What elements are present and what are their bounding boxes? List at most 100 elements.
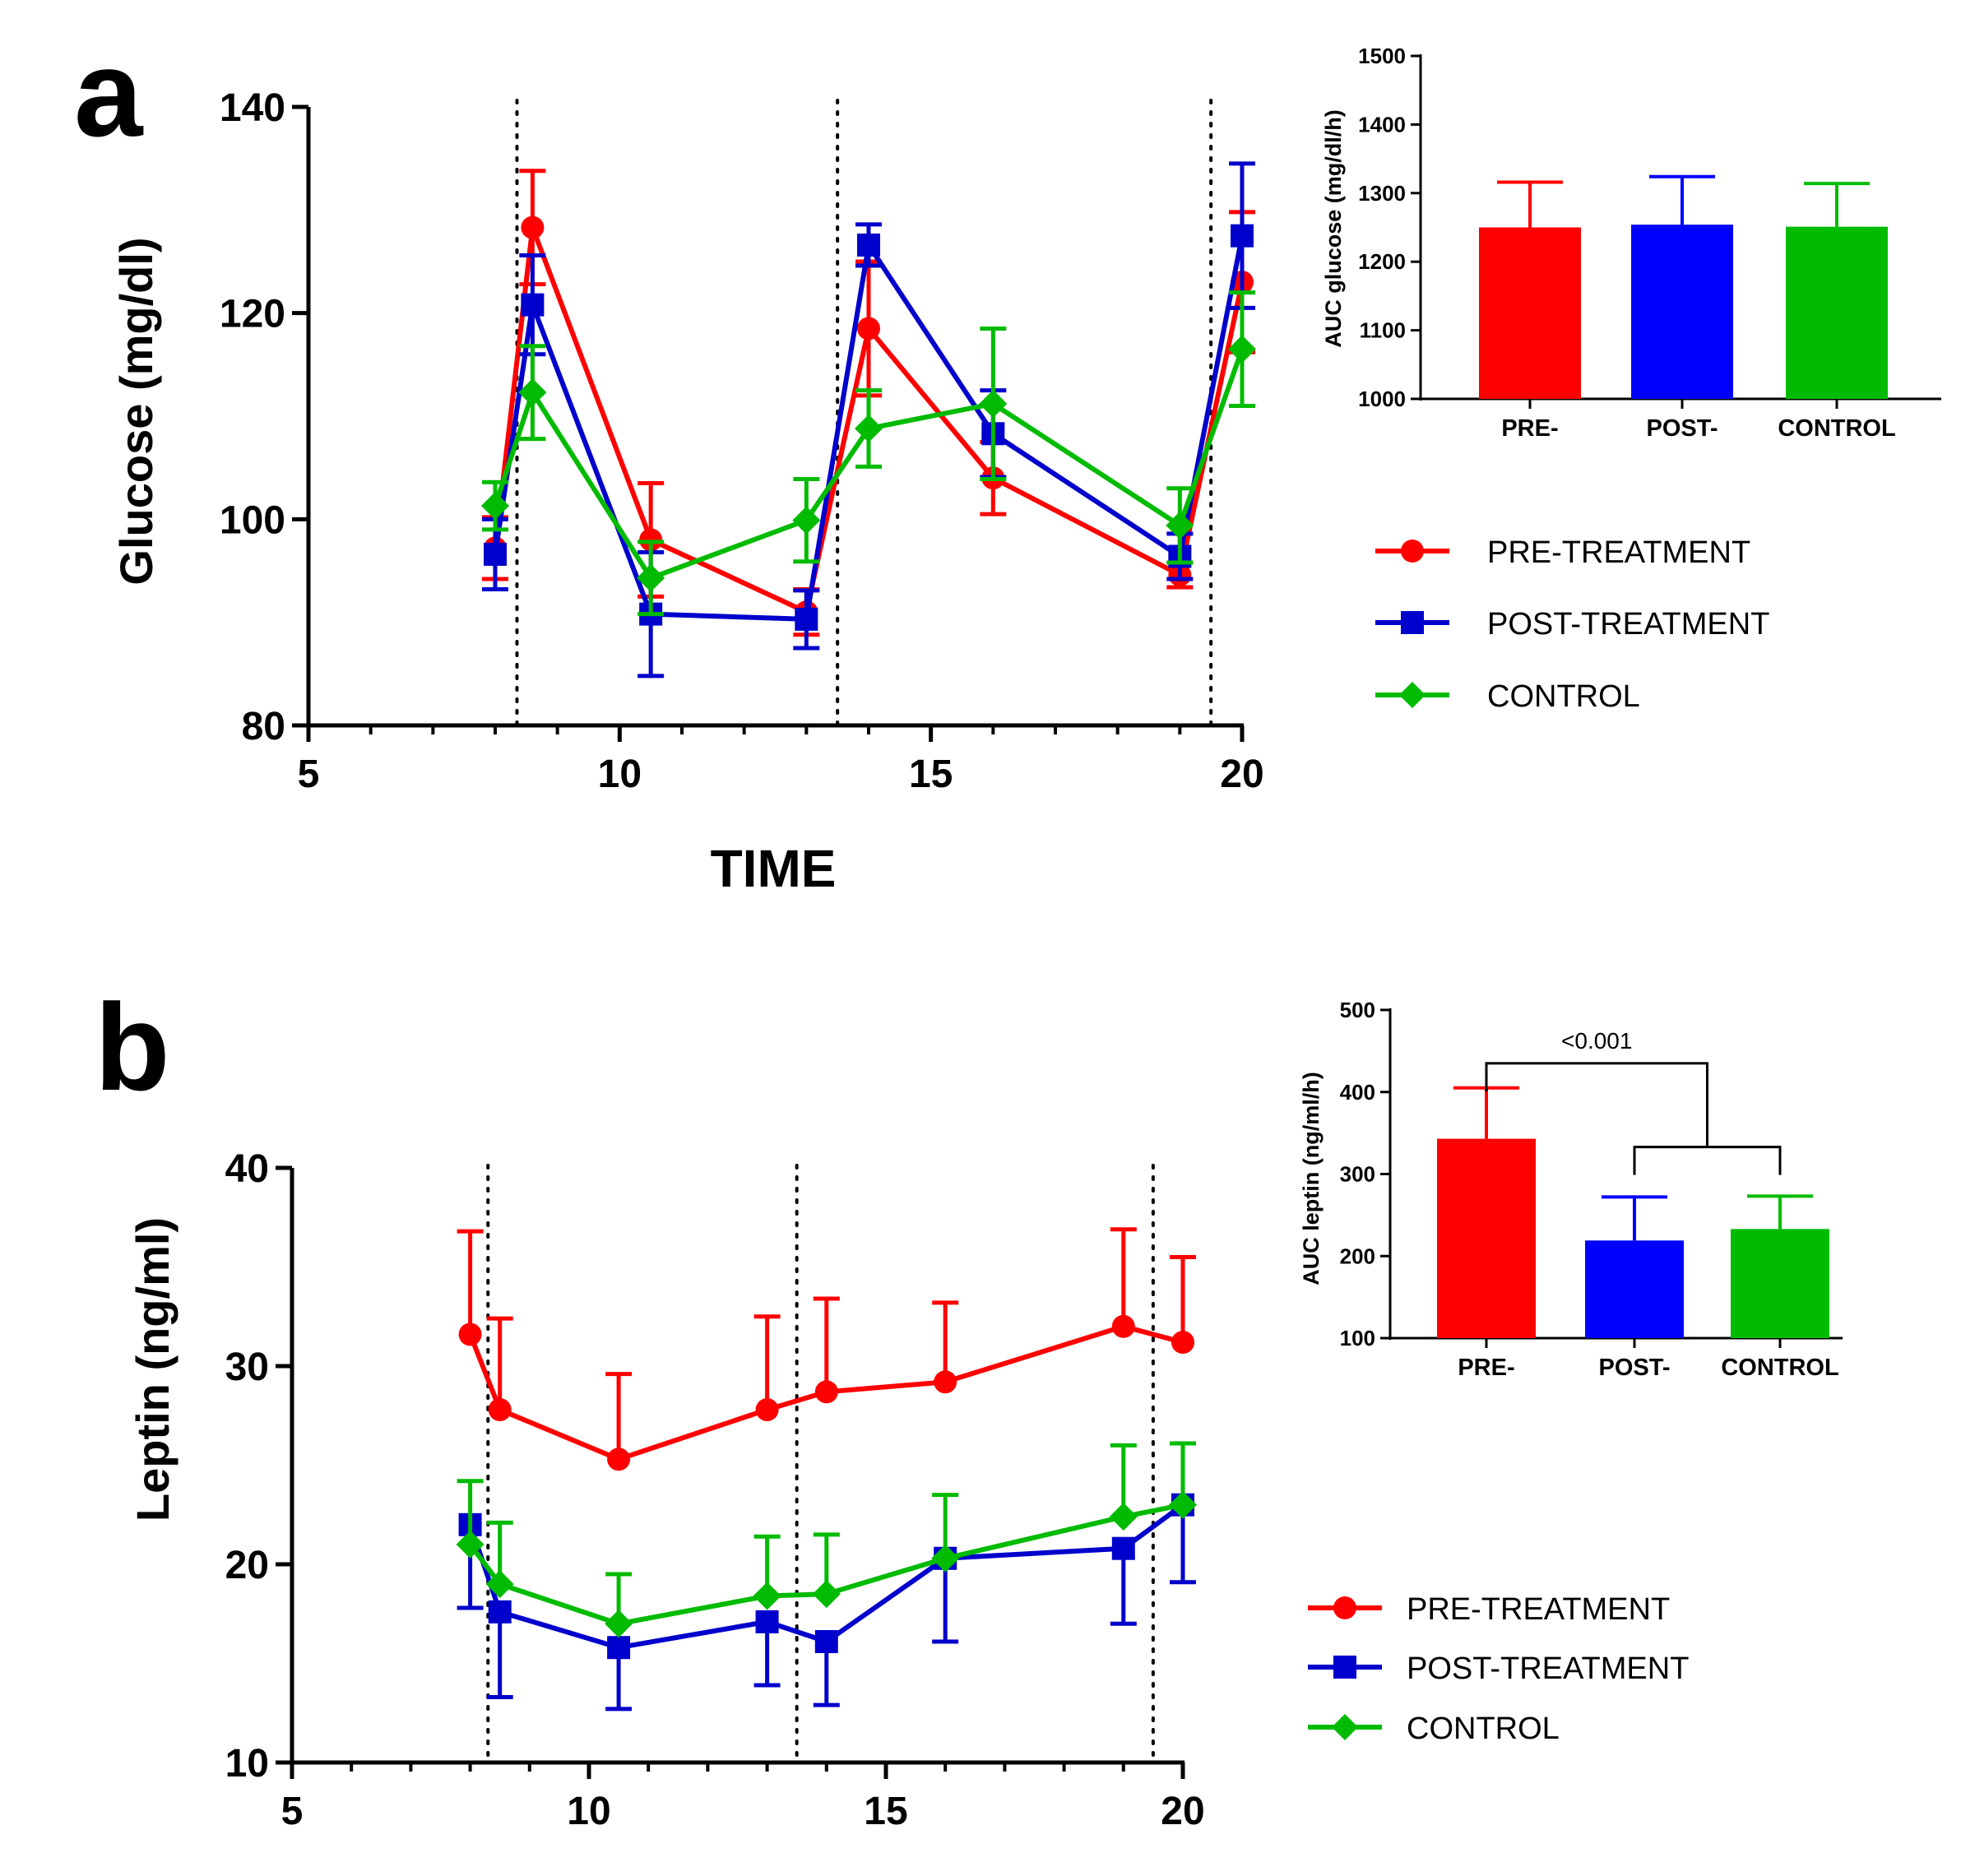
leptin-auc-significance-bracket: <0.001 [1485,1028,1782,1175]
leptin-legend: PRE-TREATMENT POST-TREATMENT CONTROL [1308,1592,1689,1746]
leptin-x-tick-label: 10 [567,1790,610,1833]
leptin-auc-y-tick-label: 100 [1340,1326,1375,1350]
leptin-line-pre-treatment [467,1323,1184,1462]
glucose-point-control [481,492,509,521]
leptin-y-tick-label: 20 [225,1544,269,1587]
leptin-line-chart: Leptin (ng/ml) 10 20 30 40 5 10 15 20 [127,1147,1205,1833]
leptin-point-control [1109,1503,1138,1531]
legend-post-label: POST-TREATMENT [1407,1651,1689,1686]
glucose-auc-bar-post [1631,225,1733,399]
leptin-series-post-treatment [457,1493,1196,1712]
leptin-point-control [605,1610,633,1638]
panel-label-a: a [74,24,144,162]
leptin-point-pre-treatment [607,1448,631,1471]
glucose-point-post-treatment [857,233,880,257]
glucose-auc-bar-control [1786,226,1888,399]
legend-pre-label: PRE-TREATMENT [1487,535,1750,570]
leptin-auc-y-tick-label: 300 [1340,1162,1375,1187]
legend-pre-marker [1401,540,1424,563]
glucose-point-pre-treatment [857,317,880,340]
glucose-y-tick-label: 120 [220,293,285,336]
glucose-point-pre-treatment [639,528,663,552]
glucose-auc-y-axis-label: AUC glucose (mg/dl/h) [1321,109,1346,348]
leptin-series-pre-treatment [457,1227,1196,1471]
legend-post-marker [1333,1656,1356,1679]
glucose-point-post-treatment [521,293,545,317]
leptin-point-pre-treatment [1171,1331,1194,1355]
glucose-auc-category-label: CONTROL [1778,415,1895,442]
glucose-auc-category-label: POST- [1646,415,1718,442]
glucose-y-tick-label: 100 [220,498,285,542]
leptin-auc-inner-bracket [1633,1146,1782,1175]
glucose-x-tick-label: 15 [909,753,953,796]
glucose-auc-bar-chart: AUC glucose (mg/dl/h) 1000 1100 1200 1300 14… [1321,44,1941,442]
glucose-point-post-treatment [484,542,507,566]
leptin-point-pre-treatment [814,1380,838,1404]
leptin-auc-p-value-label: <0.001 [1561,1028,1632,1054]
leptin-auc-category-label: POST- [1598,1355,1670,1381]
glucose-point-post-treatment [1231,224,1254,248]
leptin-auc-y-axis-label: AUC leptin (ng/ml/h) [1299,1072,1324,1285]
leptin-auc-bar-post [1585,1240,1684,1338]
leptin-point-control [931,1544,960,1573]
leptin-y-tick-label: 40 [225,1147,269,1191]
leptin-y-tick-label: 10 [225,1742,269,1786]
glucose-y-axis-label: Glucose (mg/dl) [110,237,162,585]
glucose-point-post-treatment [795,607,818,631]
leptin-point-post-treatment [814,1629,838,1653]
glucose-auc-y-tick-label: 1400 [1358,112,1406,137]
glucose-point-control [979,389,1008,418]
leptin-point-control [1169,1490,1197,1519]
glucose-point-control [1228,335,1256,364]
leptin-auc-bar-chart: AUC leptin (ng/ml/h) 100 200 300 400 500 PRE-… [1299,998,1843,1381]
leptin-auc-y-tick-label: 500 [1340,998,1375,1022]
leptin-auc-y-tick-label: 400 [1340,1080,1375,1105]
leptin-point-post-treatment [488,1600,512,1624]
glucose-legend: PRE-TREATMENT POST-TREATMENT CONTROL [1375,535,1769,714]
leptin-line-post-treatment [467,1503,1184,1651]
glucose-auc-bar-pre [1479,227,1581,399]
leptin-x-tick-label: 15 [864,1790,907,1833]
leptin-x-tick-label: 5 [281,1790,304,1833]
leptin-x-tick-label: 20 [1161,1790,1204,1833]
leptin-point-pre-treatment [934,1370,957,1394]
legend-control-marker [1332,1714,1358,1740]
legend-pre-marker [1333,1596,1356,1619]
glucose-point-control [855,415,883,443]
glucose-auc-y-tick-label: 1300 [1358,181,1406,206]
legend-control-label: CONTROL [1487,679,1640,714]
glucose-line-chart: Glucose (mg/dl) TIME 80 100 120 140 5 10 15 20 [110,86,1264,898]
leptin-point-pre-treatment [1111,1314,1135,1338]
leptin-point-pre-treatment [488,1398,512,1422]
leptin-point-pre-treatment [458,1322,482,1346]
leptin-point-post-treatment [1111,1536,1135,1560]
leptin-auc-outer-bracket [1485,1062,1708,1147]
leptin-point-control [812,1580,841,1609]
glucose-auc-y-tick-label: 1000 [1358,387,1406,411]
panel-label-b: b [95,978,170,1116]
glucose-auc-y-tick-label: 1500 [1358,44,1406,68]
glucose-point-control [792,506,821,535]
leptin-auc-category-label: CONTROL [1721,1355,1838,1381]
glucose-point-control [518,378,547,407]
glucose-series-control [481,290,1256,617]
leptin-point-post-treatment [607,1636,631,1660]
leptin-auc-y-tick-label: 200 [1340,1244,1375,1268]
glucose-auc-category-label: PRE- [1501,415,1558,442]
legend-control-marker [1399,682,1426,708]
glucose-auc-y-tick-label: 1100 [1360,318,1406,343]
glucose-x-tick-label: 5 [298,753,320,796]
glucose-x-tick-label: 20 [1220,753,1263,796]
leptin-point-post-treatment [755,1610,779,1633]
glucose-auc-y-tick-label: 1200 [1358,249,1406,274]
leptin-point-control [456,1530,484,1559]
legend-post-label: POST-TREATMENT [1487,607,1769,642]
leptin-point-pre-treatment [755,1398,779,1422]
leptin-line-control [468,1502,1184,1627]
glucose-y-tick-label: 80 [242,705,285,748]
legend-pre-label: PRE-TREATMENT [1407,1592,1670,1627]
glucose-line-post-treatment [493,235,1245,622]
leptin-y-tick-label: 30 [225,1346,269,1389]
glucose-point-pre-treatment [521,215,545,239]
leptin-point-control [753,1582,781,1610]
